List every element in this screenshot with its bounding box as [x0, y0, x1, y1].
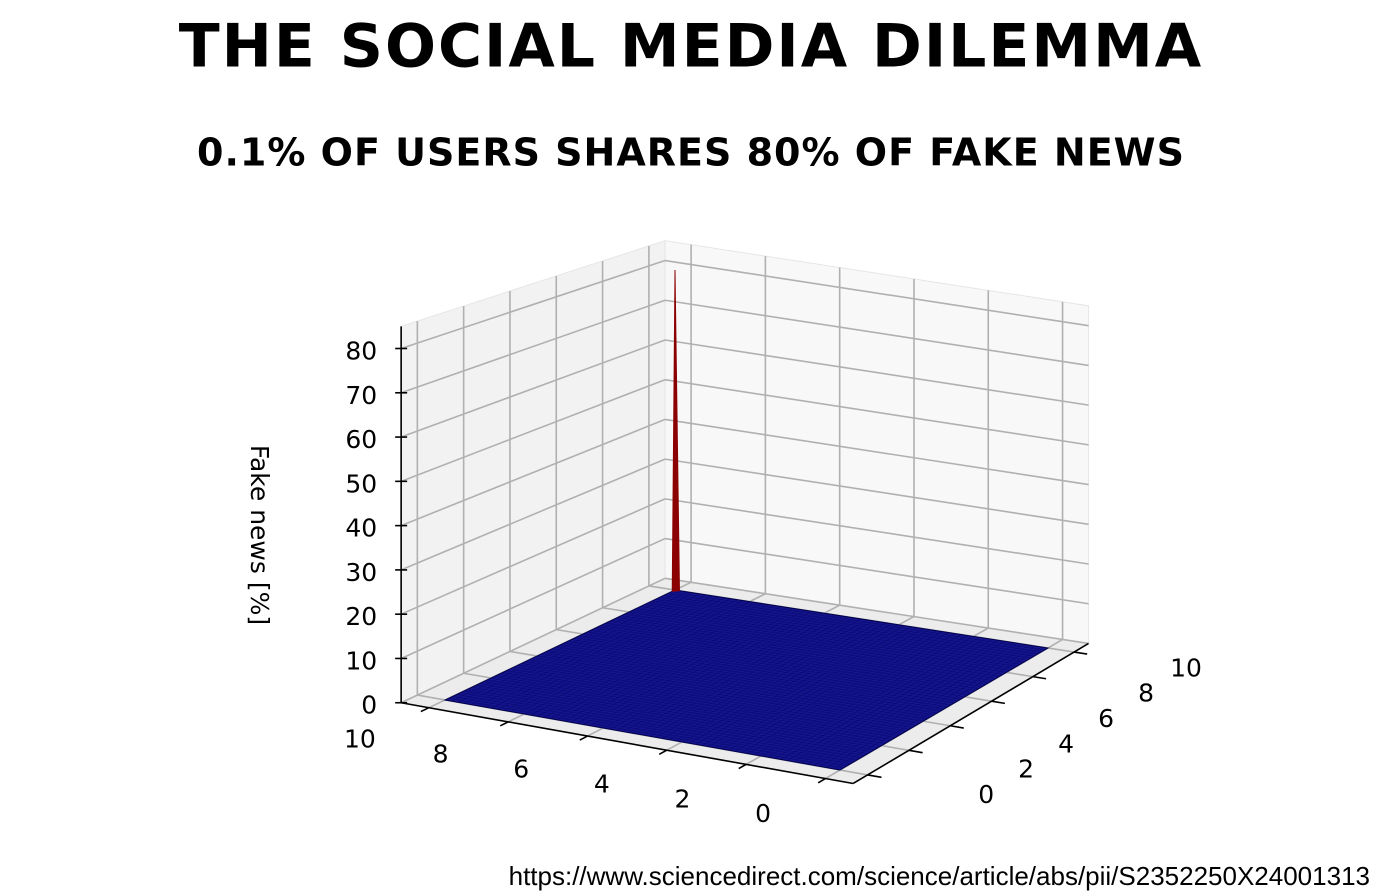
x-tick — [658, 749, 668, 756]
mesh-line — [497, 597, 725, 710]
y-tick-label: 4 — [1058, 729, 1074, 758]
z-tick-label: 40 — [345, 514, 377, 543]
x-tick — [817, 777, 826, 784]
mesh-line — [451, 590, 682, 702]
x-tick-label: 2 — [674, 784, 690, 813]
y-tick — [1073, 651, 1088, 655]
mesh-line — [667, 593, 1042, 653]
y-tick — [867, 774, 882, 779]
pane — [664, 240, 1090, 645]
mesh-line — [490, 596, 719, 709]
x-tick-label: 8 — [433, 740, 449, 769]
mesh-line — [648, 602, 1024, 663]
grid-line — [664, 537, 1089, 605]
z-tick-label: 30 — [345, 558, 377, 587]
grid-line — [400, 498, 666, 615]
x-tick — [738, 763, 747, 770]
y-tick — [991, 700, 1006, 705]
mesh-line — [464, 592, 694, 704]
z-axis-label: Fake news [%] — [245, 445, 274, 625]
grid-line — [664, 458, 1089, 526]
grid-line — [664, 339, 1089, 406]
grid-line — [664, 577, 1089, 645]
grid-line — [400, 339, 666, 438]
mesh-line — [458, 591, 688, 703]
grid-line — [400, 458, 666, 571]
x-tick — [579, 735, 588, 741]
mesh-line — [636, 608, 1014, 669]
grid-line — [400, 299, 666, 394]
z-tick-label: 10 — [345, 646, 377, 675]
chart-title: THE SOCIAL MEDIA DILEMMA — [179, 12, 1204, 82]
z-tick-label: 0 — [361, 691, 377, 720]
x-tick — [499, 721, 509, 727]
x-tick-label: 10 — [344, 725, 376, 754]
y-axis — [852, 642, 1089, 785]
x-axis — [401, 701, 854, 785]
x-tick-label: 4 — [594, 769, 610, 798]
mesh-line — [644, 604, 1021, 665]
mesh-line — [655, 598, 1031, 659]
grid-line — [400, 418, 666, 527]
y-tick — [908, 749, 923, 754]
y-tick-label: 0 — [978, 780, 994, 809]
mesh-line — [659, 597, 1035, 657]
grid-line — [400, 577, 666, 704]
y-tick — [950, 724, 964, 729]
z-tick-label: 80 — [345, 337, 377, 366]
mesh-line — [671, 591, 1045, 651]
z-tick-label: 20 — [345, 602, 377, 631]
y-tick — [1032, 675, 1047, 680]
x-tick-label: 0 — [755, 799, 771, 828]
z-tick-label: 60 — [345, 425, 377, 454]
z-tick-label: 50 — [345, 469, 377, 498]
mesh-line — [504, 598, 732, 711]
z-tick-label: 70 — [345, 381, 377, 410]
y-tick-label: 8 — [1138, 679, 1154, 708]
grid-line — [400, 378, 666, 483]
source: https://www.sciencedirect.com/science/ar… — [509, 861, 1370, 891]
y-tick-label: 2 — [1018, 755, 1034, 784]
grid-line — [664, 498, 1089, 565]
grid-line — [664, 378, 1089, 446]
mesh-line — [663, 595, 1038, 655]
grid-line — [664, 418, 1089, 486]
grid-line — [664, 299, 1089, 367]
grid-line — [664, 259, 1089, 327]
y-tick-label: 10 — [1170, 653, 1202, 682]
mesh-line — [484, 595, 713, 708]
mesh-line — [651, 600, 1028, 661]
y-tick-label: 6 — [1098, 704, 1114, 733]
grid-line — [400, 259, 666, 350]
mesh-line — [640, 606, 1017, 667]
x-tick-label: 6 — [513, 754, 529, 783]
peak — [671, 269, 680, 592]
grid-line — [400, 537, 666, 660]
mesh-line — [471, 593, 700, 705]
mesh-line — [477, 594, 707, 707]
x-tick — [420, 706, 430, 713]
chart-subtitle: 0.1% OF USERS SHARES 80% OF FAKE NEWS — [197, 131, 1185, 175]
